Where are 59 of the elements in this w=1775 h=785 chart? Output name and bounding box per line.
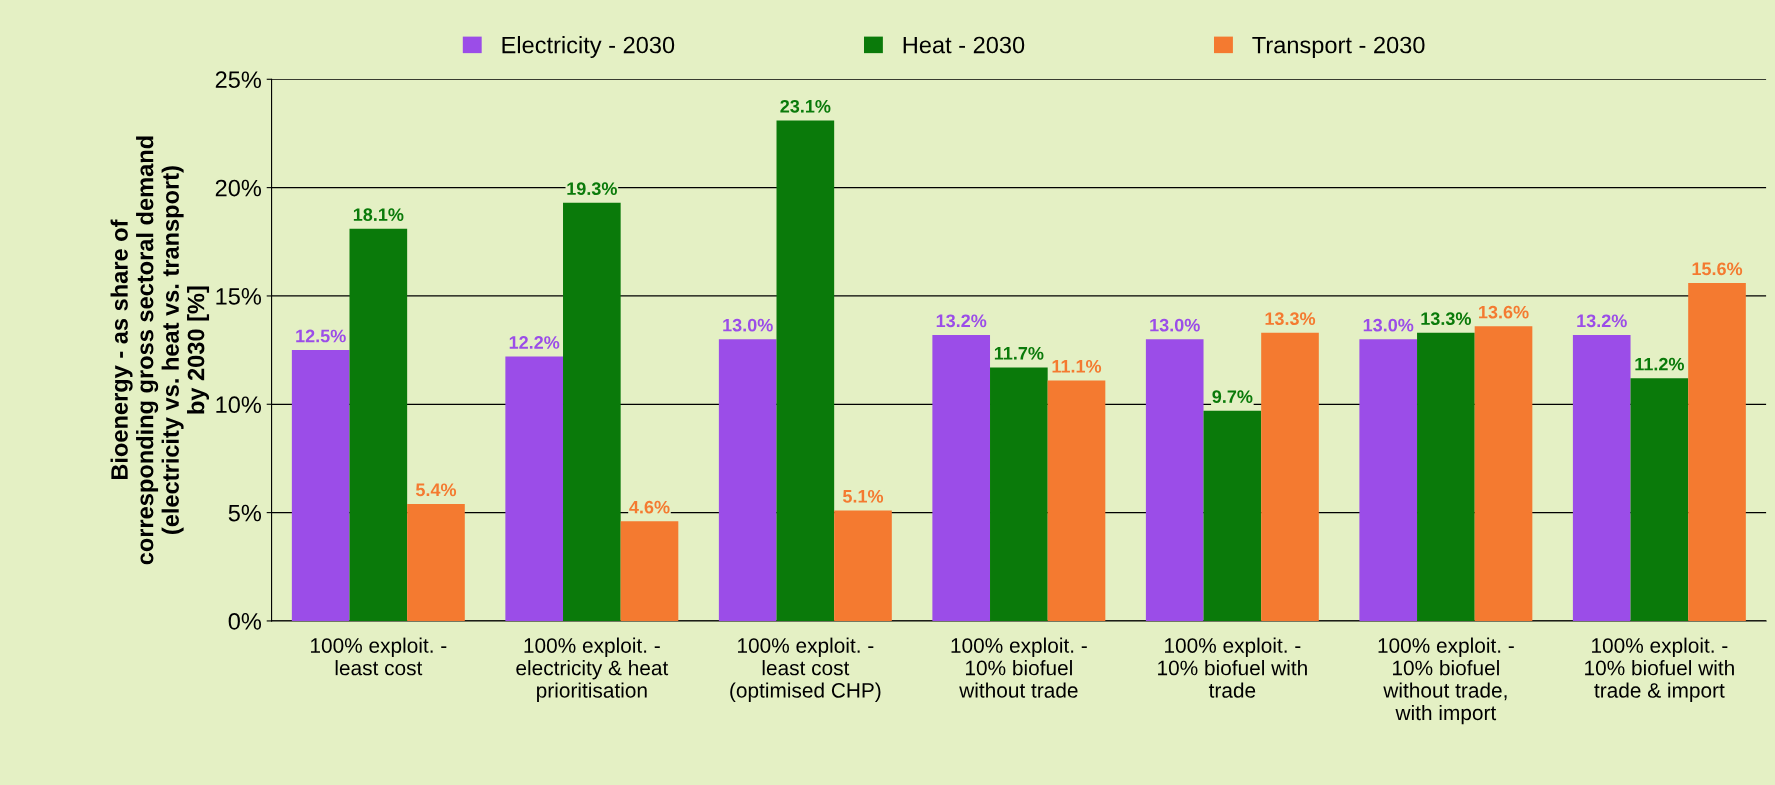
data-label: 13.2% (1577, 314, 1627, 328)
data-label: 13.3% (1421, 312, 1471, 326)
legend-label: Heat - 2030 (903, 36, 1025, 54)
data-label: 13.0% (1150, 318, 1200, 332)
bar (407, 503, 465, 621)
y-tick-label: 20% (215, 179, 262, 197)
bar (1261, 332, 1319, 621)
data-label: 11.1% (1052, 359, 1102, 373)
bar (718, 339, 777, 621)
legend-label: Electricity - 2030 (502, 36, 675, 59)
data-label: 13.0% (1363, 318, 1414, 332)
x-tick-label: 100% exploit. - least cost (optimised CHP) (730, 637, 881, 702)
bar (1417, 332, 1475, 621)
data-label: 18.1% (353, 208, 404, 222)
bar (1630, 378, 1689, 621)
y-axis-title: Bioenergy - as share of corresponding gross sectoral demand (electricity vs. heat vs. transport) by 2030 [%] (110, 136, 210, 565)
x-tick-label: 100% exploit. - electricity & heat prioritisation (516, 637, 669, 702)
x-tick-label: 100% exploit. - least cost (311, 637, 447, 676)
data-label: 13.2% (936, 314, 987, 328)
x-tick-label: 100% exploit. - 10% biofuel with trade & import (1585, 637, 1734, 702)
legend-label: Transport - 2030 (1252, 36, 1425, 59)
data-label: 5.1% (842, 489, 884, 503)
data-label: 23.1% (780, 99, 831, 113)
bar (1474, 326, 1533, 621)
y-tick-label: 25% (215, 71, 262, 89)
y-tick-label: 0% (228, 613, 262, 630)
data-label: 9.7% (1212, 390, 1253, 404)
bar (1688, 282, 1746, 621)
bar (1145, 339, 1204, 621)
x-tick-label: 100% exploit. - 10% biofuel without trade (951, 637, 1087, 698)
data-label: 5.4% (415, 483, 457, 497)
y-tick-label: 5% (228, 504, 262, 522)
data-label: 4.6% (629, 500, 670, 514)
bar (1359, 339, 1418, 621)
data-label: 15.6% (1692, 262, 1743, 276)
bar (932, 334, 991, 621)
data-label: 12.2% (509, 336, 560, 349)
bar (620, 521, 679, 621)
y-tick-label: 10% (216, 396, 262, 414)
data-label: 13.3% (1265, 312, 1316, 326)
bar (563, 202, 621, 621)
data-label: 12.5% (296, 329, 346, 343)
bar (1203, 410, 1262, 621)
data-label: 13.6% (1479, 305, 1529, 319)
data-label: 11.7% (994, 346, 1044, 360)
bar (1047, 380, 1106, 621)
bar (505, 356, 564, 621)
data-label: 13.0% (723, 318, 773, 332)
data-label: 19.3% (567, 182, 617, 196)
bar (990, 367, 1048, 621)
y-tick-label: 15% (216, 288, 262, 305)
bar (291, 350, 350, 621)
bar (349, 228, 408, 621)
x-tick-label: 100% exploit. - 10% biofuel without trade, with import (1378, 637, 1514, 725)
data-label: 11.2% (1635, 357, 1684, 371)
x-tick-label: 100% exploit. - 10% biofuel with trade (1158, 637, 1307, 698)
bar (776, 120, 835, 621)
bar (834, 510, 892, 621)
bar (1572, 334, 1631, 621)
